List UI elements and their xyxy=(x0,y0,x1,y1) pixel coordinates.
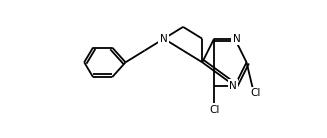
Text: Cl: Cl xyxy=(209,105,219,115)
Text: N: N xyxy=(160,34,168,44)
Text: N: N xyxy=(232,34,240,44)
Text: N: N xyxy=(229,81,237,91)
Text: Cl: Cl xyxy=(250,88,261,98)
